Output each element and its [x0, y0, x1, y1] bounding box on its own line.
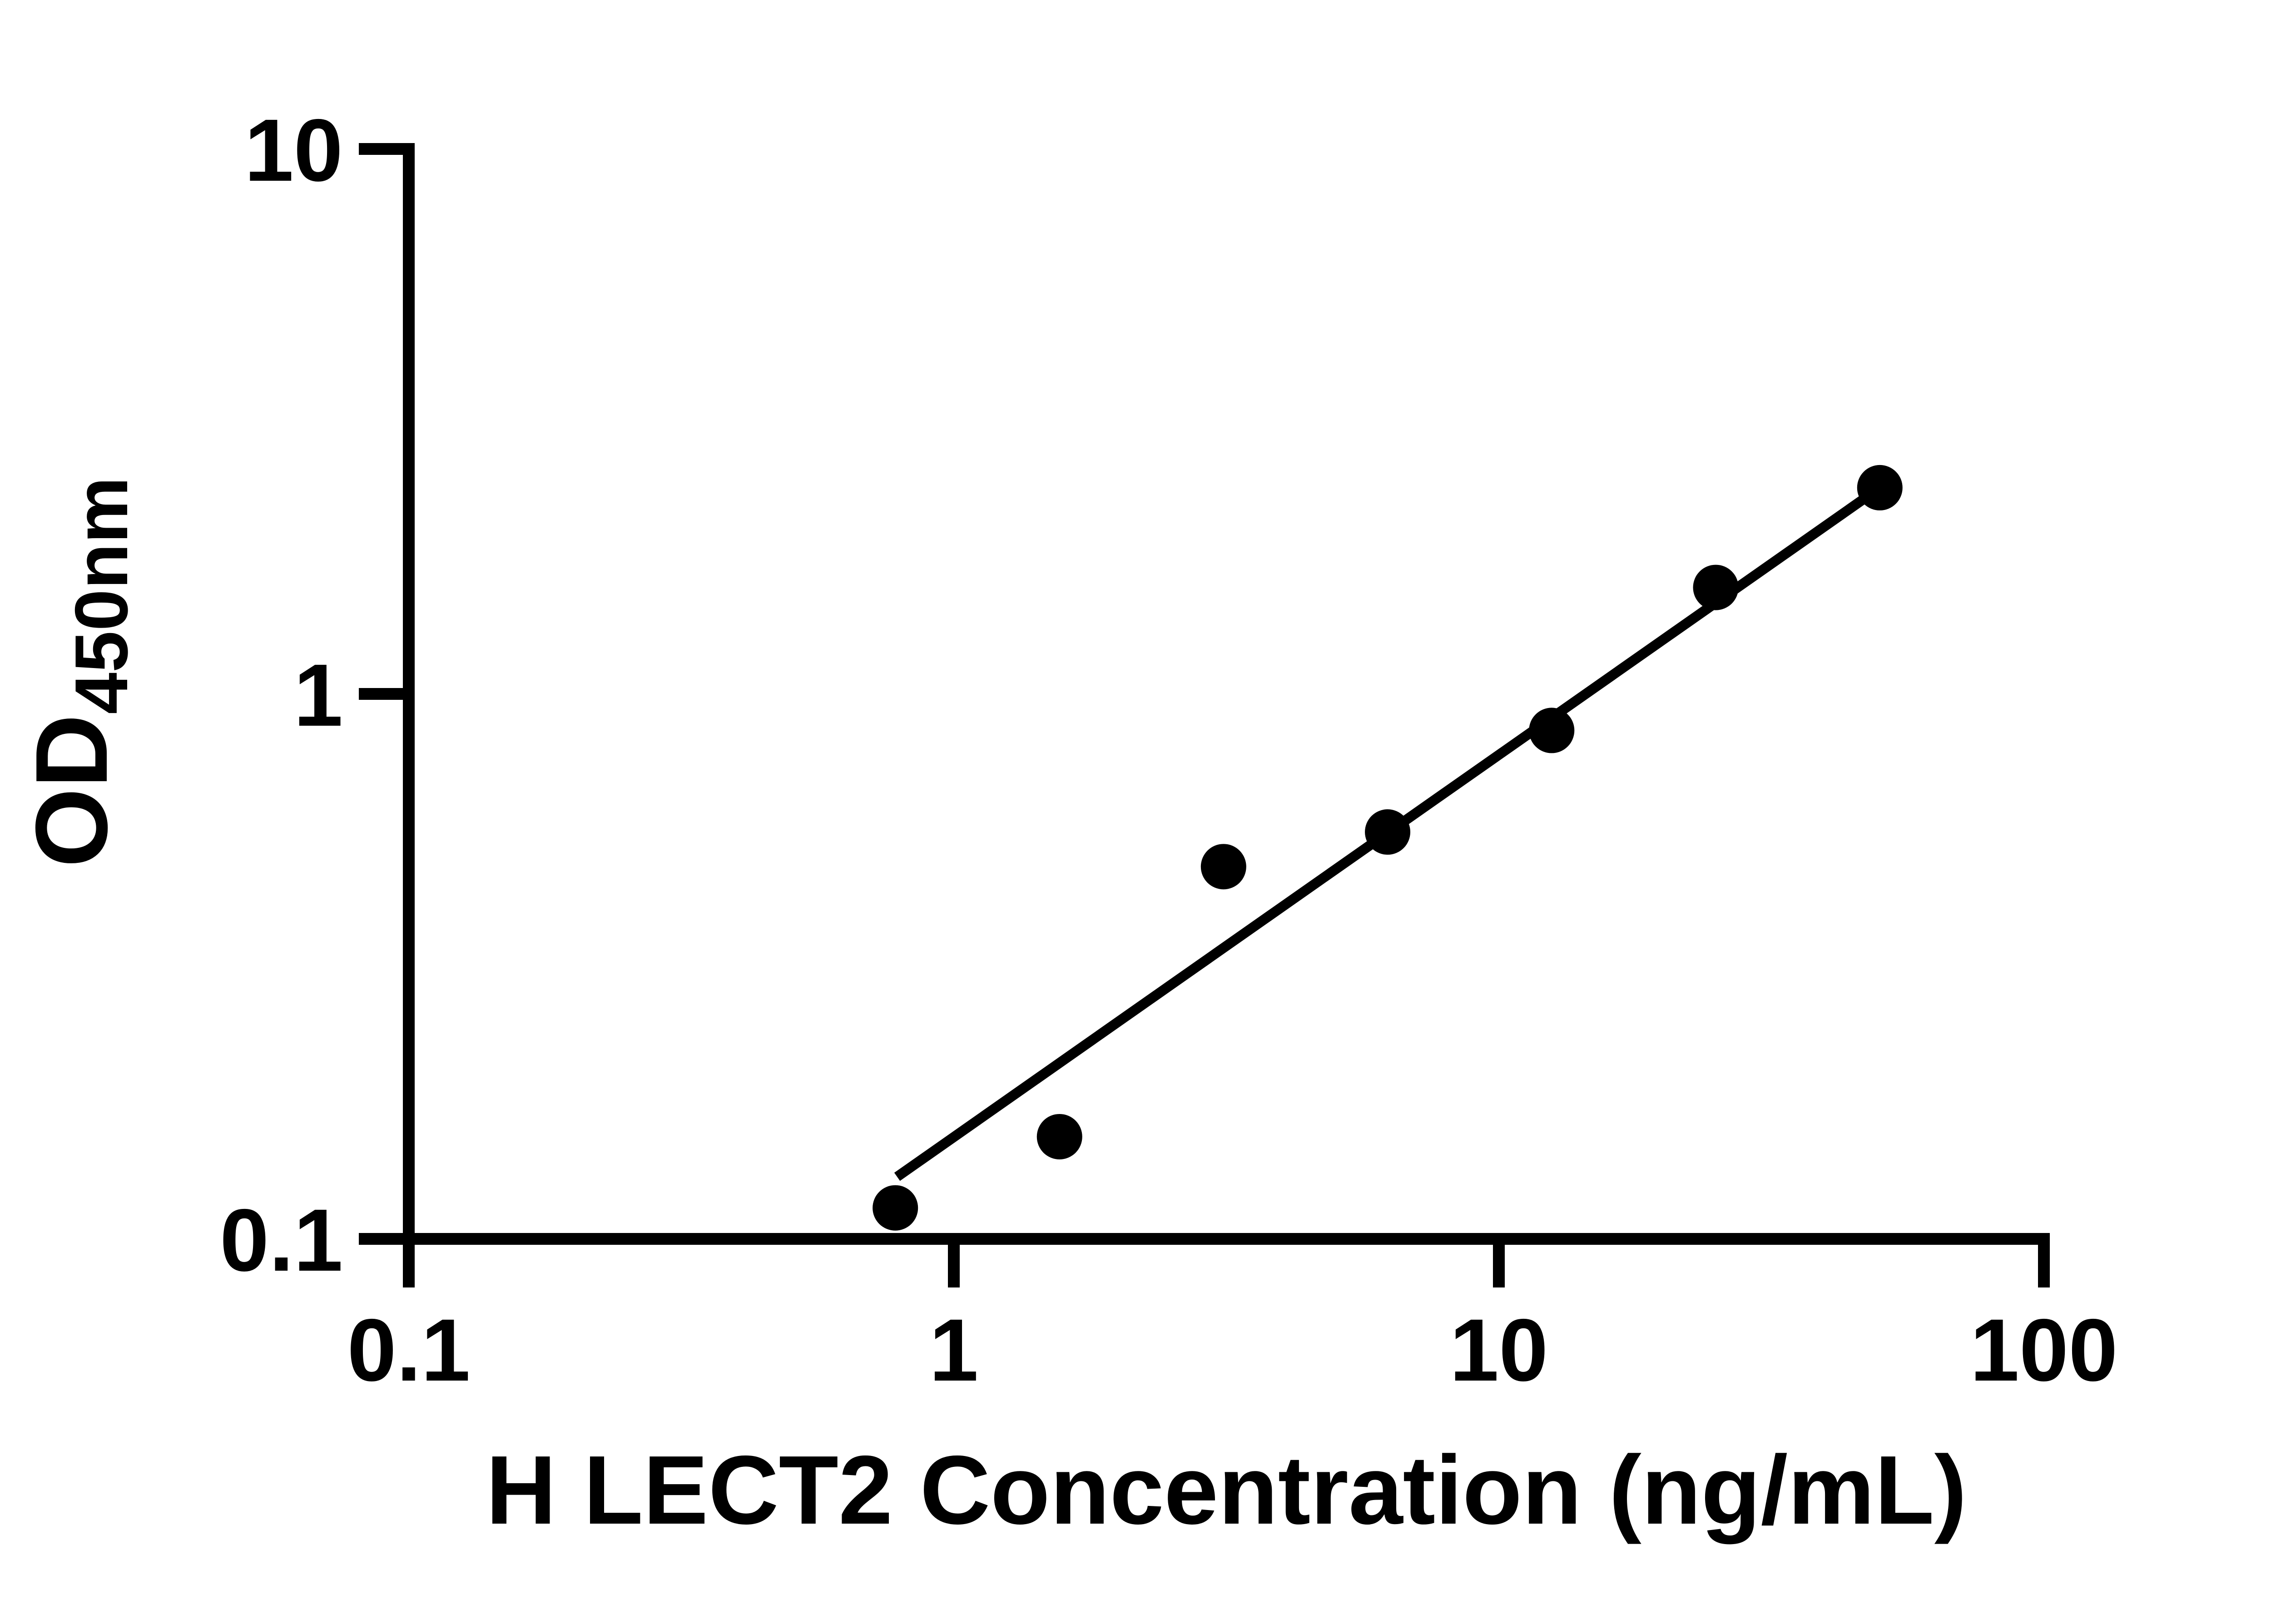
data-point	[1365, 809, 1411, 855]
y-axis-title-subscript: 450nm	[60, 477, 143, 714]
data-point	[1857, 465, 1903, 510]
data-point	[1693, 564, 1739, 610]
data-point	[1036, 1114, 1082, 1159]
tick-marks	[359, 143, 2050, 1287]
axes	[403, 143, 2050, 1245]
data-point	[1529, 708, 1575, 753]
plot-content	[873, 465, 1903, 1231]
x-tick-label: 10	[1450, 1301, 1548, 1400]
data-point	[1200, 844, 1246, 890]
x-axis-title: H LECT2 Concentration (ng/mL)	[486, 1435, 1967, 1545]
y-tick-label: 10	[244, 101, 343, 200]
x-tick-label: 100	[1970, 1301, 2117, 1400]
tick-labels: 0.1 1 10 0.1 1 10 100	[220, 101, 2118, 1400]
y-tick-label: 0.1	[220, 1191, 343, 1290]
x-tick-label: 1	[929, 1301, 978, 1400]
x-tick-label: 0.1	[347, 1301, 470, 1400]
y-axis-title-main: OD	[14, 714, 129, 868]
y-axis-title: OD450nm	[14, 477, 143, 867]
data-point	[873, 1185, 918, 1231]
y-tick-label: 1	[294, 646, 343, 745]
